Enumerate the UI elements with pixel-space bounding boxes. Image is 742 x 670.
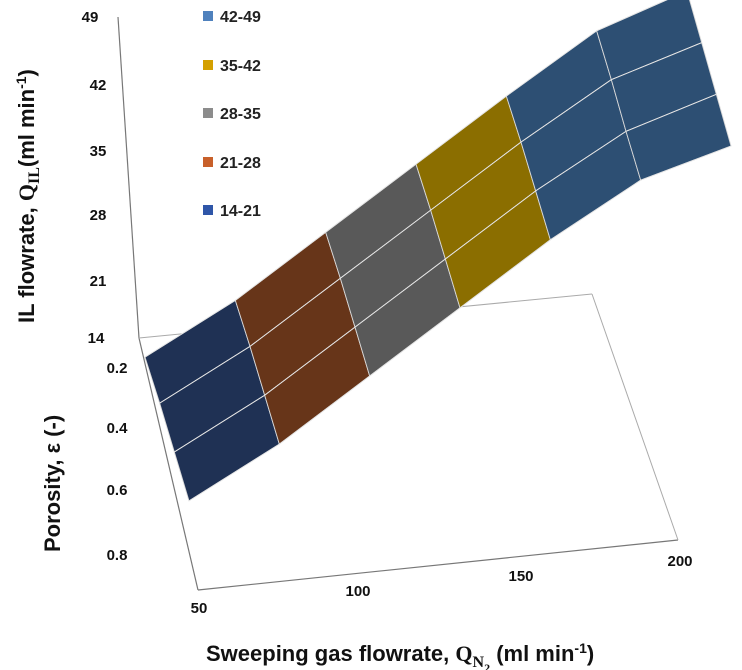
legend-label-14-21: 14-21: [220, 203, 261, 220]
surface-grid-line: [144, 0, 668, 358]
x-tick-100: 100: [345, 583, 370, 600]
y-tick-0-4: 0.4: [107, 420, 129, 437]
z-axis-title: IL flowrate, QIL(ml min-1): [13, 69, 43, 323]
y-tick-0-2: 0.2: [107, 360, 128, 377]
legend-label-35-42: 35-42: [220, 58, 261, 75]
z-tick-42: 42: [90, 77, 107, 94]
z-tick-14: 14: [88, 330, 105, 347]
legend-item-21-28: 21-28: [203, 155, 261, 172]
y-tick-0-8: 0.8: [107, 547, 128, 564]
legend-item-35-42: 35-42: [203, 58, 261, 75]
legend-swatch-21-28: [203, 157, 213, 167]
legend-swatch-42-49: [203, 11, 213, 21]
legend-swatch-14-21: [203, 205, 213, 215]
surface-grid-line: [159, 42, 702, 404]
legend-swatch-35-42: [203, 60, 213, 70]
x-tick-50: 50: [191, 600, 208, 617]
surface-layer: [144, 0, 732, 502]
x-tick-150: 150: [508, 568, 533, 585]
z-tick-49: 49: [82, 9, 99, 26]
surface-grid-line: [188, 145, 732, 502]
tick-labels: 49 42 35 28 21 14 0.2 0.4 0.6 0.8 50 100…: [82, 9, 693, 617]
legend-item-42-49: 42-49: [203, 9, 261, 26]
axis-titles: IL flowrate, QIL(ml min-1) Porosity, ε (…: [13, 69, 594, 670]
z-tick-28: 28: [90, 207, 107, 224]
surface-grid-line: [174, 93, 717, 453]
x-tick-200: 200: [667, 553, 692, 570]
y-axis-title: Porosity, ε (-): [40, 415, 65, 552]
z-tick-35: 35: [90, 143, 107, 160]
y-tick-0-6: 0.6: [107, 482, 128, 499]
legend-item-28-35: 28-35: [203, 106, 261, 123]
x-axis-title: Sweeping gas flowrate, QN2 (ml min-1): [206, 640, 594, 670]
legend-label-28-35: 28-35: [220, 106, 261, 123]
legend-item-14-21: 14-21: [203, 203, 261, 220]
legend: 42-49 35-42 28-35 21-28 14-21: [203, 9, 261, 220]
legend-swatch-28-35: [203, 108, 213, 118]
legend-label-42-49: 42-49: [220, 9, 261, 26]
z-tick-21: 21: [90, 273, 107, 290]
legend-label-21-28: 21-28: [220, 155, 261, 172]
